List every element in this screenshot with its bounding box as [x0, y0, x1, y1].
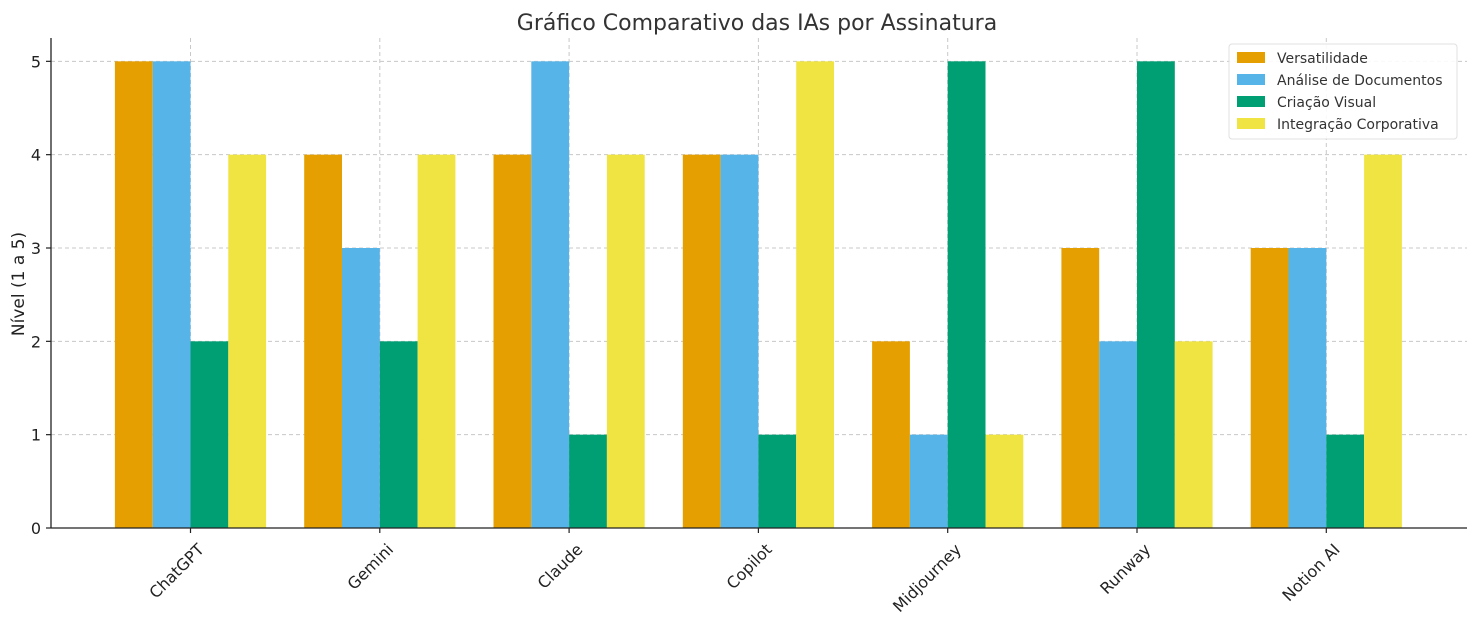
bar-gemini-series-3 [417, 154, 456, 528]
y-tick-label: 1 [31, 426, 41, 445]
legend-box [1228, 43, 1458, 140]
y-tick-label: 0 [31, 519, 41, 538]
bar-copilot-series-3 [796, 61, 834, 528]
x-tick-label: ChatGPT [145, 540, 208, 603]
bar-runway-series-3 [1174, 341, 1213, 528]
y-tick-label: 5 [31, 52, 41, 71]
bar-gemini-series-1 [342, 248, 380, 528]
bar-claude-series-0 [493, 154, 532, 528]
y-tick-label: 3 [31, 239, 41, 258]
x-tick-label: Gemini [343, 540, 397, 594]
y-axis-label: Nível (1 a 5) [9, 232, 29, 336]
bar-copilot-series-0 [682, 154, 721, 528]
legend-label: Análise de Documentos [1277, 73, 1443, 89]
bar-runway-series-2 [1137, 61, 1175, 528]
bar-gemini-series-2 [379, 341, 418, 528]
legend-swatch [1237, 52, 1265, 63]
bar-notion-ai-series-2 [1326, 434, 1365, 528]
bar-notion-ai-series-1 [1288, 248, 1327, 528]
bars-layer [114, 61, 1402, 528]
bar-notion-ai-series-3 [1364, 154, 1402, 528]
bar-midjourney-series-2 [947, 61, 986, 528]
bar-midjourney-series-1 [909, 434, 948, 528]
legend-swatch [1237, 74, 1265, 85]
x-tick-label: Copilot [723, 540, 776, 593]
legend-label: Versatilidade [1277, 51, 1368, 67]
legend-swatch [1237, 96, 1265, 107]
legend-swatch [1237, 118, 1265, 129]
bar-midjourney-series-0 [872, 341, 910, 528]
y-tick-label: 2 [31, 332, 41, 351]
x-tick-label: Midjourney [889, 540, 965, 616]
legend-label: Integração Corporativa [1277, 117, 1439, 133]
bar-chatgpt-series-2 [190, 341, 229, 528]
y-tick-label: 4 [31, 146, 41, 165]
bar-runway-series-0 [1061, 248, 1100, 528]
bar-claude-series-3 [606, 154, 645, 528]
bar-copilot-series-2 [758, 434, 797, 528]
x-tick-label: Runway [1096, 540, 1154, 598]
bar-runway-series-1 [1099, 341, 1137, 528]
chart-title: Gráfico Comparativo das IAs por Assinatu… [517, 11, 997, 36]
bar-chatgpt-series-3 [228, 154, 267, 528]
bar-notion-ai-series-0 [1250, 248, 1289, 528]
bar-chatgpt-series-1 [152, 61, 191, 528]
bar-midjourney-series-3 [985, 434, 1024, 528]
x-tick-label: Claude [534, 540, 587, 593]
x-tick-label: Notion AI [1278, 540, 1343, 605]
bar-chatgpt-series-0 [114, 61, 153, 528]
bar-claude-series-2 [569, 434, 607, 528]
bar-gemini-series-0 [304, 154, 342, 528]
bar-copilot-series-1 [720, 154, 759, 528]
legend: Versatilidade Análise de Documentos Criaçã… [1228, 43, 1458, 140]
bar-claude-series-1 [531, 61, 570, 528]
legend-label: Criação Visual [1277, 95, 1376, 111]
